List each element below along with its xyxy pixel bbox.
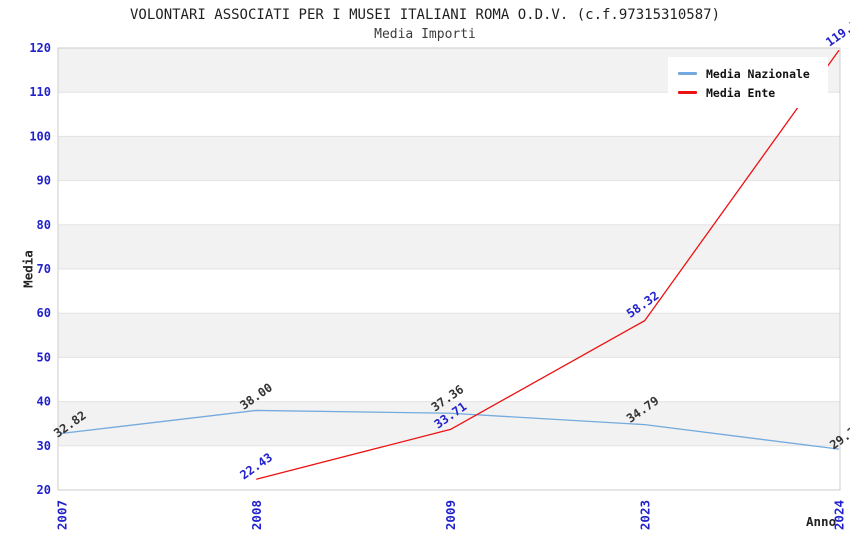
y-tick-label: 100 [29, 129, 51, 143]
legend-label: Media Ente [706, 85, 776, 100]
plot-band [58, 401, 840, 446]
y-tick-label: 70 [37, 262, 51, 276]
y-tick-label: 80 [37, 218, 51, 232]
y-tick-label: 120 [29, 41, 51, 55]
chart-subtitle: Media Importi [374, 27, 476, 42]
y-tick-label: 30 [37, 439, 51, 453]
legend-swatch-media-nazionale [678, 72, 697, 75]
plot-band [58, 136, 840, 181]
data-point-label-media-ente-2008: 22.43 [237, 450, 275, 482]
y-tick-label: 50 [37, 350, 51, 364]
y-axis-title: Media [20, 250, 36, 288]
y-tick-label: 90 [37, 174, 51, 188]
data-point-label-media-ente-2024: 119.50 [823, 13, 850, 49]
plot-band [58, 313, 840, 358]
x-tick-label: 2024 [832, 500, 847, 530]
x-axis-title: Anno [806, 514, 837, 529]
plot-band [58, 224, 840, 269]
legend-swatch-media-ente [678, 91, 697, 94]
y-tick-label: 40 [37, 395, 51, 409]
legend-item-media-nazionale: Media Nazionale [678, 64, 820, 83]
x-tick-label: 2007 [55, 500, 70, 530]
x-tick-label: 2008 [249, 500, 264, 530]
y-tick-label: 110 [29, 85, 51, 99]
legend-label: Media Nazionale [706, 66, 810, 81]
y-tick-label: 60 [37, 306, 51, 320]
y-tick-label: 20 [37, 483, 51, 497]
x-tick-label: 2009 [443, 500, 458, 530]
chart-title: VOLONTARI ASSOCIATI PER I MUSEI ITALIANI… [129, 7, 720, 23]
legend-item-media-ente: Media Ente [678, 83, 820, 102]
series-line-media-nazionale [61, 409, 840, 450]
plot-border [57, 47, 841, 491]
x-tick-label: 2023 [637, 500, 652, 530]
legend: Media Nazionale Media Ente [668, 57, 828, 108]
series-line-media-ente [256, 49, 840, 480]
